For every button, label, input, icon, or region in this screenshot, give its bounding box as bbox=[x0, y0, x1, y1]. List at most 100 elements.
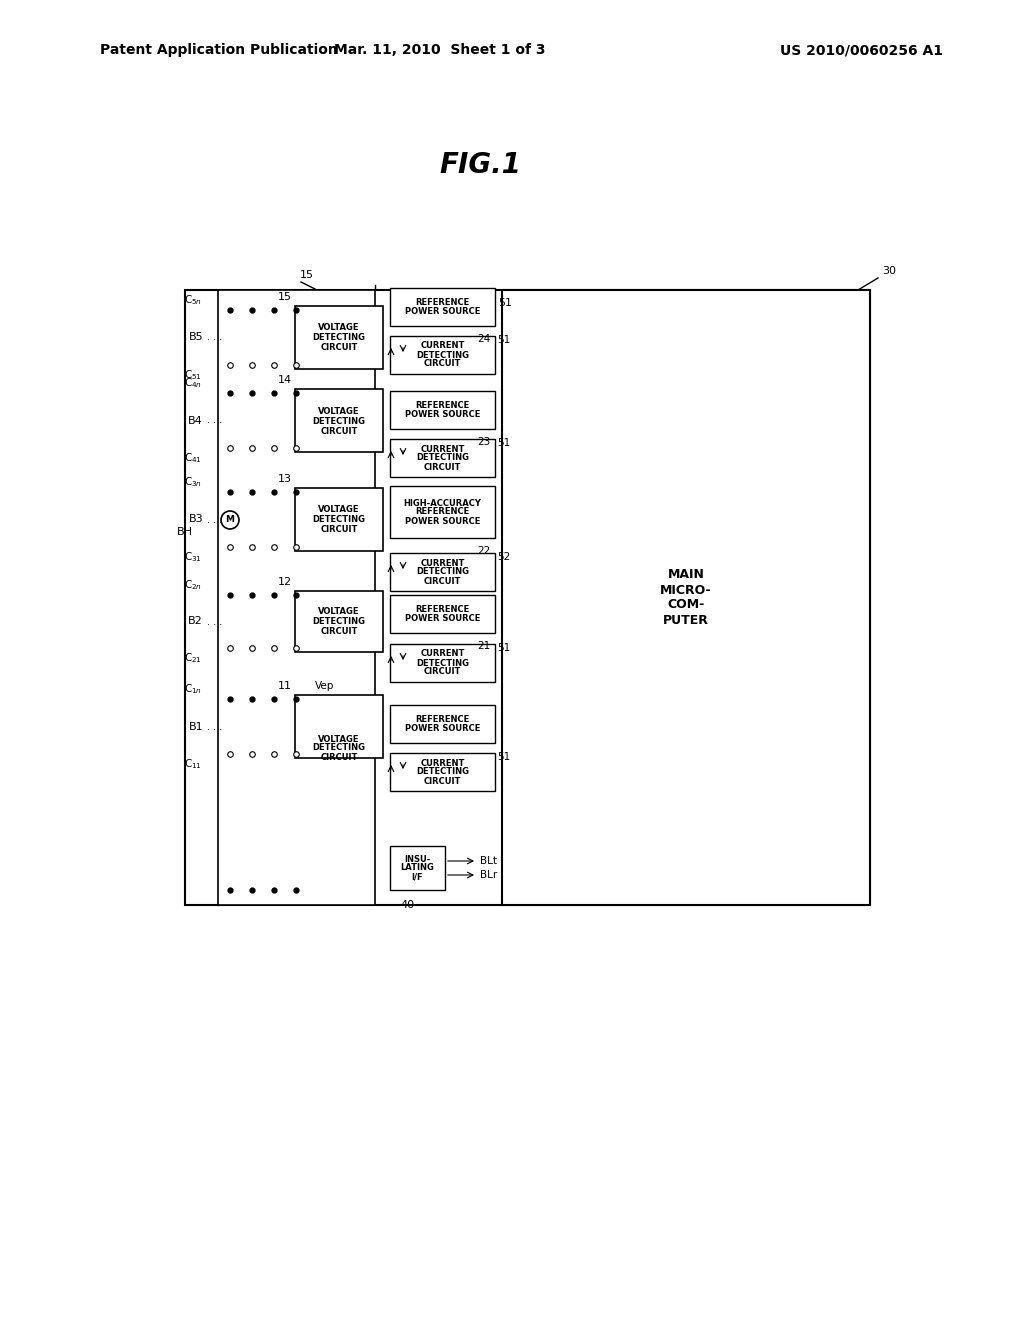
Text: DETECTING: DETECTING bbox=[312, 743, 366, 752]
Text: 11: 11 bbox=[278, 681, 292, 690]
Text: 13: 13 bbox=[278, 474, 292, 484]
Bar bbox=[390, 391, 495, 429]
Text: CIRCUIT: CIRCUIT bbox=[321, 342, 357, 351]
Text: C$_{51}$: C$_{51}$ bbox=[184, 368, 202, 381]
Text: 51: 51 bbox=[497, 752, 510, 762]
Text: DETECTING: DETECTING bbox=[416, 659, 469, 668]
Text: B3: B3 bbox=[188, 515, 203, 524]
Bar bbox=[390, 644, 495, 682]
Text: 15: 15 bbox=[278, 292, 292, 302]
Text: REFERENCE: REFERENCE bbox=[416, 715, 470, 723]
Text: C$_{31}$: C$_{31}$ bbox=[184, 550, 202, 564]
Text: VOLTAGE: VOLTAGE bbox=[318, 607, 359, 616]
Text: C$_{11}$: C$_{11}$ bbox=[184, 756, 202, 771]
Bar bbox=[218, 290, 375, 906]
Text: I/F: I/F bbox=[412, 873, 423, 882]
Bar bbox=[390, 288, 495, 326]
Text: CIRCUIT: CIRCUIT bbox=[321, 627, 357, 635]
Text: CIRCUIT: CIRCUIT bbox=[424, 577, 461, 586]
Text: DETECTING: DETECTING bbox=[312, 333, 366, 342]
Text: INSU-: INSU- bbox=[404, 854, 431, 863]
Bar bbox=[390, 337, 495, 374]
Bar bbox=[390, 440, 495, 477]
Text: C$_{5n}$: C$_{5n}$ bbox=[184, 293, 202, 308]
Bar bbox=[295, 696, 383, 758]
Text: CIRCUIT: CIRCUIT bbox=[424, 668, 461, 676]
Text: . . .: . . . bbox=[208, 414, 222, 425]
Text: POWER SOURCE: POWER SOURCE bbox=[404, 308, 480, 315]
Text: BH: BH bbox=[177, 527, 193, 537]
Text: . . .: . . . bbox=[208, 722, 222, 733]
Text: FIG.1: FIG.1 bbox=[439, 150, 521, 180]
Text: Mar. 11, 2010  Sheet 1 of 3: Mar. 11, 2010 Sheet 1 of 3 bbox=[334, 44, 546, 57]
Text: VOLTAGE: VOLTAGE bbox=[318, 734, 359, 743]
Text: REFERENCE: REFERENCE bbox=[416, 605, 470, 614]
Text: REFERENCE: REFERENCE bbox=[416, 298, 470, 308]
Text: C$_{41}$: C$_{41}$ bbox=[184, 451, 202, 465]
Text: C$_{21}$: C$_{21}$ bbox=[184, 651, 202, 665]
Text: B4: B4 bbox=[188, 416, 203, 425]
Text: BLt: BLt bbox=[480, 855, 497, 866]
Text: DETECTING: DETECTING bbox=[416, 767, 469, 776]
Text: C$_{4n}$: C$_{4n}$ bbox=[184, 376, 202, 389]
Text: Patent Application Publication: Patent Application Publication bbox=[100, 44, 338, 57]
Text: DETECTING: DETECTING bbox=[312, 417, 366, 425]
Text: VOLTAGE: VOLTAGE bbox=[318, 323, 359, 333]
Text: Vep: Vep bbox=[315, 681, 335, 690]
Bar bbox=[390, 752, 495, 791]
Text: CIRCUIT: CIRCUIT bbox=[321, 524, 357, 533]
Bar bbox=[390, 553, 495, 591]
Text: VOLTAGE: VOLTAGE bbox=[318, 408, 359, 417]
Text: 15: 15 bbox=[300, 271, 314, 280]
Bar bbox=[185, 290, 870, 906]
Bar bbox=[390, 846, 445, 890]
Text: 30: 30 bbox=[882, 267, 896, 276]
Text: CIRCUIT: CIRCUIT bbox=[321, 754, 357, 763]
Text: 51: 51 bbox=[497, 335, 510, 345]
Text: 52: 52 bbox=[497, 552, 510, 562]
Text: C$_{3n}$: C$_{3n}$ bbox=[184, 475, 202, 488]
Text: POWER SOURCE: POWER SOURCE bbox=[404, 723, 480, 733]
Text: 23: 23 bbox=[477, 437, 490, 447]
Text: CIRCUIT: CIRCUIT bbox=[424, 462, 461, 471]
Text: CIRCUIT: CIRCUIT bbox=[424, 359, 461, 368]
Text: DETECTING: DETECTING bbox=[312, 616, 366, 626]
Text: MAIN
MICRO-
COM-
PUTER: MAIN MICRO- COM- PUTER bbox=[660, 569, 712, 627]
Text: BLr: BLr bbox=[480, 870, 498, 880]
Text: LATING: LATING bbox=[400, 863, 434, 873]
Text: CIRCUIT: CIRCUIT bbox=[424, 776, 461, 785]
Text: B1: B1 bbox=[188, 722, 203, 731]
Bar bbox=[390, 595, 495, 634]
Bar bbox=[390, 705, 495, 743]
Text: B2: B2 bbox=[188, 616, 203, 627]
Text: POWER SOURCE: POWER SOURCE bbox=[404, 411, 480, 418]
Text: 22: 22 bbox=[477, 546, 490, 556]
Bar bbox=[390, 486, 495, 539]
Text: DETECTING: DETECTING bbox=[416, 351, 469, 359]
Text: REFERENCE: REFERENCE bbox=[416, 401, 470, 411]
Text: M: M bbox=[225, 516, 234, 524]
Text: CURRENT: CURRENT bbox=[420, 759, 465, 767]
Bar bbox=[502, 290, 870, 906]
Bar bbox=[295, 591, 383, 652]
Text: CIRCUIT: CIRCUIT bbox=[321, 426, 357, 436]
Text: . . .: . . . bbox=[208, 333, 222, 342]
Bar bbox=[295, 389, 383, 451]
Text: 12: 12 bbox=[278, 577, 292, 587]
Text: CURRENT: CURRENT bbox=[420, 342, 465, 351]
Text: 40: 40 bbox=[400, 900, 414, 909]
Text: 51: 51 bbox=[498, 298, 512, 308]
Text: DETECTING: DETECTING bbox=[312, 515, 366, 524]
Text: 14: 14 bbox=[278, 375, 292, 385]
Text: POWER SOURCE: POWER SOURCE bbox=[404, 516, 480, 525]
Text: . . .: . . . bbox=[208, 616, 222, 627]
Bar bbox=[295, 306, 383, 370]
Text: 51: 51 bbox=[497, 438, 510, 447]
Text: 51: 51 bbox=[497, 643, 510, 653]
Text: CURRENT: CURRENT bbox=[420, 445, 465, 454]
Text: VOLTAGE: VOLTAGE bbox=[318, 506, 359, 515]
Text: CURRENT: CURRENT bbox=[420, 649, 465, 659]
Text: DETECTING: DETECTING bbox=[416, 568, 469, 577]
Text: B5: B5 bbox=[188, 333, 203, 342]
Text: CURRENT: CURRENT bbox=[420, 558, 465, 568]
